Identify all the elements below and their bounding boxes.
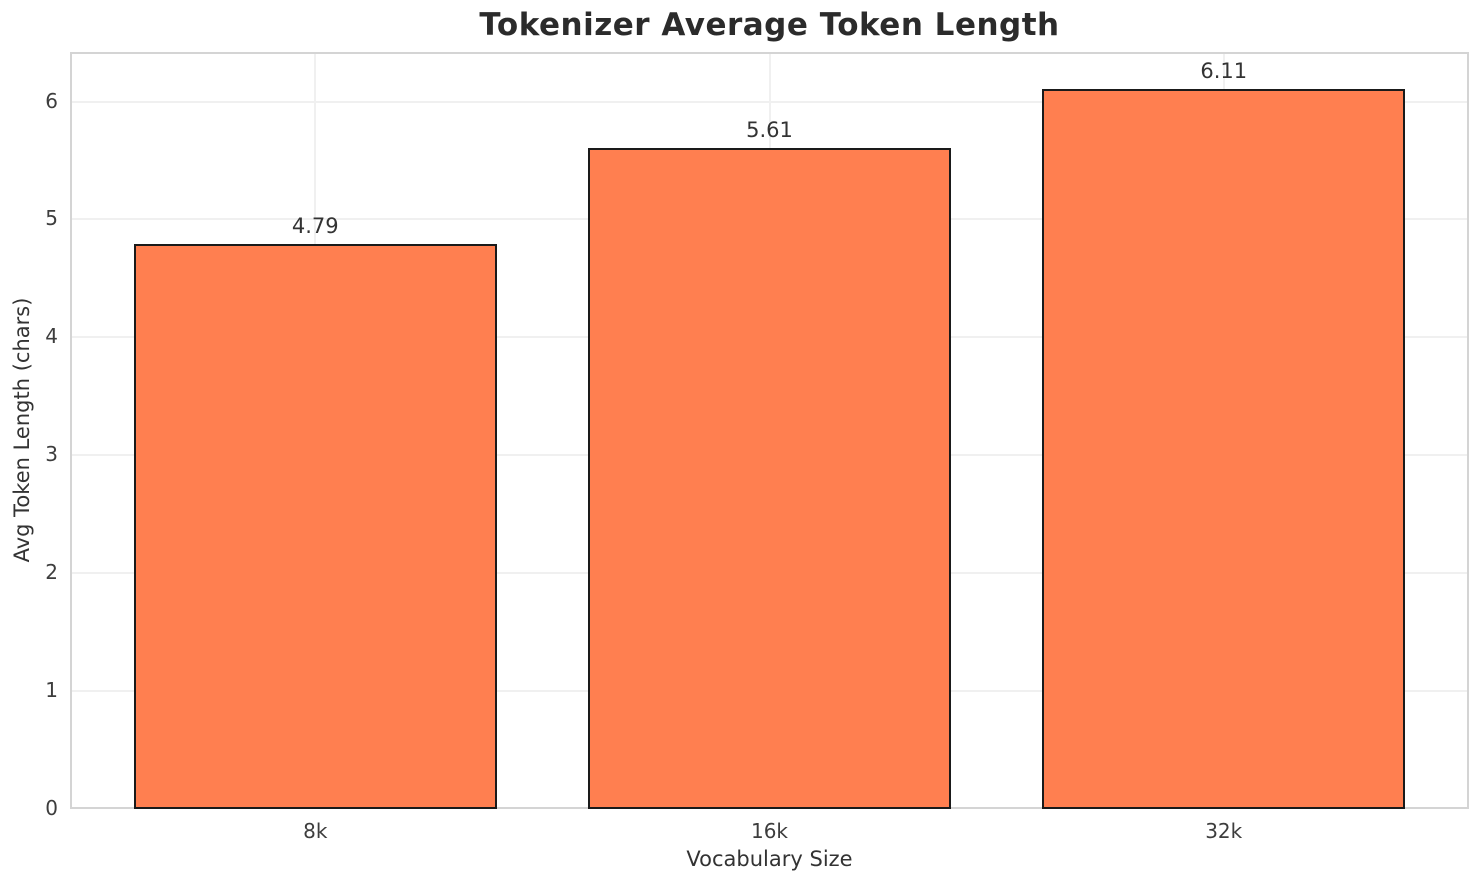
x-tick-label-16k: 16k <box>750 819 789 843</box>
y-tick-label-1: 1 <box>45 678 58 703</box>
y-tick-label-3: 3 <box>45 442 58 467</box>
bar-16k <box>587 147 952 809</box>
x-tick-label-32k: 32k <box>1205 819 1243 843</box>
x-axis-label: Vocabulary Size <box>686 847 853 871</box>
y-tick-label-5: 5 <box>45 206 58 231</box>
bar-value-label-8k: 4.79 <box>291 214 339 239</box>
y-tick-label-6: 6 <box>45 88 58 113</box>
chart-title: Tokenizer Average Token Length <box>479 7 1060 43</box>
y-tick-label-2: 2 <box>45 560 58 585</box>
x-tick-label-8k: 8k <box>303 819 328 843</box>
bar-32k <box>1042 88 1406 809</box>
bar-value-label-16k: 5.61 <box>746 117 793 142</box>
bar-value-label-32k: 6.11 <box>1200 58 1248 83</box>
y-tick-label-4: 4 <box>45 324 58 349</box>
bar-8k <box>133 244 497 809</box>
y-tick-label-0: 0 <box>45 796 58 820</box>
